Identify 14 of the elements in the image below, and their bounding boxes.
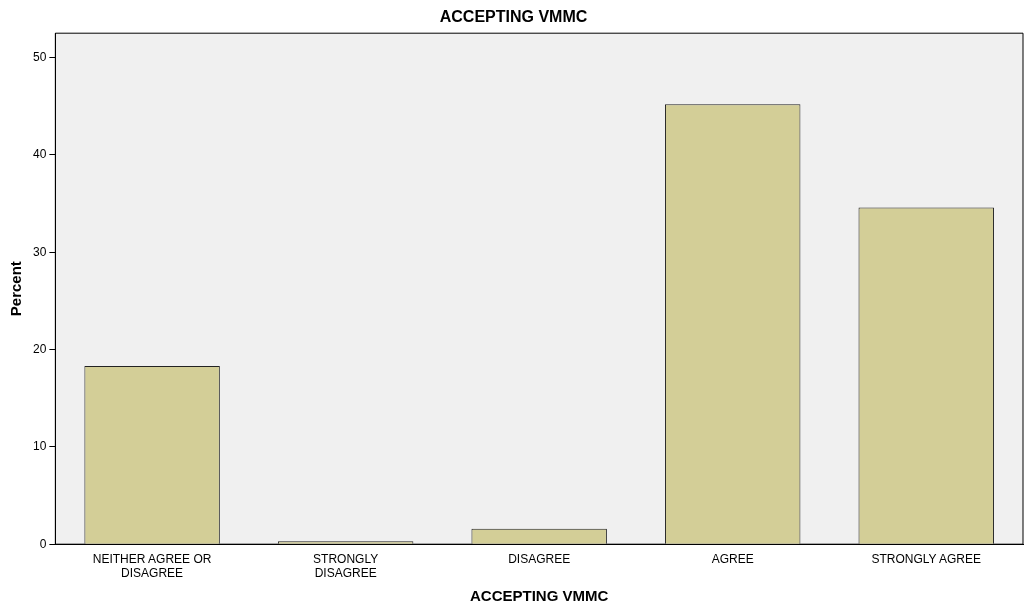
y-axis-title: Percent — [7, 261, 25, 317]
x-axis-title: ACCEPTING VMMC — [470, 587, 609, 605]
x-tick-label: DISAGREE — [508, 551, 571, 566]
x-tick-label: STRONGLY DISAGREE — [313, 551, 379, 581]
y-tick-label: 30 — [32, 244, 47, 259]
x-tick-label: AGREE — [711, 551, 754, 566]
y-tick-label: 40 — [32, 147, 47, 162]
chart-title: ACCEPTING VMMC — [439, 8, 588, 26]
x-tick-label: STRONGLY AGREE — [871, 551, 982, 566]
y-tick-label: 0 — [39, 536, 47, 551]
x-tick-label: NEITHER AGREE OR DISAGREE — [92, 551, 212, 581]
y-tick-label: 50 — [32, 49, 47, 64]
y-tick-label: 10 — [32, 439, 47, 454]
y-tick-label: 20 — [32, 341, 47, 356]
